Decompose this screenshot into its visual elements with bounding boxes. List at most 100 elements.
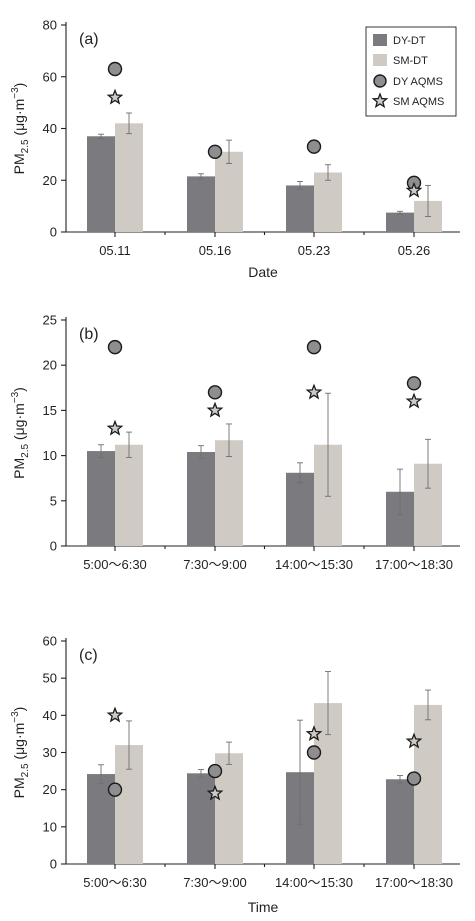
y-axis-title-sup: −3 (10, 711, 21, 723)
point-dy-aqms (107, 782, 123, 797)
point-dy-aqms (107, 61, 123, 77)
legend-label: DY AQMS (393, 76, 443, 88)
point-sm-aqms (405, 181, 423, 198)
y-axis-title-sub: 2.5 (20, 763, 31, 777)
point-sm-aqms (405, 732, 423, 749)
y-axis-title-main: PM (11, 153, 27, 174)
y-axis-title-unit: (μg·m (11, 99, 27, 140)
y-tick-label: 60 (43, 69, 57, 84)
bar-dy-dt (87, 136, 115, 232)
legend-label: SM-DT (393, 55, 428, 67)
y-axis-title-sup: −3 (10, 87, 21, 99)
panel-c: 0 10 20 30 40 50 60 (c) PM2.5 (μg·m−3) 5:00～6:30 7… (10, 634, 460, 915)
x-tick-label: 7:30～9:00 (183, 557, 247, 572)
bar-dy-dt (286, 472, 314, 546)
y-axis-title-main: PM (11, 458, 27, 479)
bar-dy-dt (386, 212, 414, 232)
y-tick-label: 5 (50, 493, 57, 508)
x-tick-label: 05.11 (99, 243, 131, 258)
point-dy-aqms (107, 339, 123, 355)
y-tick-label: 25 (43, 313, 57, 328)
legend-swatch-sm-dt (373, 54, 387, 66)
x-tick-label: 5:00～6:30 (83, 875, 147, 890)
legend-marker-sm-aqms (371, 92, 389, 109)
bar-sm-dt (115, 123, 143, 232)
x-tick-label: 17:00～18:30 (375, 875, 453, 890)
bar-sm-dt (115, 444, 143, 546)
point-sm-aqms (305, 725, 323, 742)
y-tick-label: 30 (43, 745, 57, 760)
bar-sm-dt (414, 704, 442, 864)
bar-dy-dt (187, 773, 215, 864)
y-tick-label: 20 (43, 358, 57, 373)
y-axis-title: PM2.5 (μg·m−3) (10, 387, 31, 479)
legend-label: SM AQMS (393, 96, 444, 108)
y-axis-title-unit: (μg·m (11, 403, 27, 444)
y-axis-title-main: PM (11, 777, 27, 798)
point-sm-aqms (106, 88, 124, 105)
panel-a: 0 20 40 60 80 (a) PM2.5 (μg·m−3) 05.11 05.16 05.2… (10, 18, 460, 280)
x-tick-label: 05.16 (199, 243, 232, 258)
point-dy-aqms (306, 339, 322, 355)
y-axis-title-sup: −3 (10, 391, 21, 403)
y-tick-label: 20 (43, 173, 57, 188)
y-tick-label: 0 (50, 857, 57, 872)
y-tick-label: 10 (43, 819, 57, 834)
point-dy-aqms (207, 144, 223, 159)
point-dy-aqms (306, 139, 322, 154)
point-sm-aqms (305, 383, 323, 400)
point-dy-aqms (306, 745, 322, 760)
bar-dy-dt (286, 185, 314, 232)
x-tick-label: 17:00～18:30 (375, 557, 453, 572)
y-tick-label: 0 (50, 225, 57, 240)
y-axis-title-close: ) (11, 707, 27, 712)
bar-sm-dt (314, 172, 342, 232)
x-tick-label: 14:00～15:30 (275, 557, 353, 572)
panel-label: (b) (79, 326, 99, 343)
point-dy-aqms (207, 763, 223, 779)
x-tick-label: 05.26 (398, 243, 431, 258)
y-axis-title-close: ) (11, 83, 27, 88)
legend-marker-dy-aqms (373, 74, 387, 88)
y-tick-label: 15 (43, 403, 57, 418)
y-tick-label: 60 (43, 634, 57, 649)
x-tick-label: 14:00～15:30 (275, 875, 353, 890)
point-sm-aqms (106, 706, 124, 723)
legend: DY-DT SM-DT DY AQMS SM AQMS (365, 26, 457, 117)
point-sm-aqms (106, 419, 124, 436)
point-dy-aqms (406, 376, 422, 391)
legend-swatch-dy-dt (373, 34, 387, 46)
panel-label: (c) (79, 647, 98, 664)
point-sm-aqms (206, 784, 224, 801)
bar-dy-dt (187, 451, 215, 546)
y-axis-title-unit: (μg·m (11, 723, 27, 764)
x-tick-label: 5:00～6:30 (83, 557, 147, 572)
x-axis-title: Time (248, 899, 279, 915)
panel-label: (a) (79, 31, 99, 48)
y-axis-title-sub: 2.5 (20, 139, 31, 153)
point-dy-aqms (406, 771, 422, 786)
y-axis-title: PM2.5 (μg·m−3) (10, 707, 31, 799)
y-tick-label: 20 (43, 782, 57, 797)
y-axis-title-sub: 2.5 (20, 444, 31, 458)
legend-label: DY-DT (393, 35, 426, 47)
bar-dy-dt (187, 176, 215, 232)
y-tick-label: 10 (43, 448, 57, 463)
y-tick-label: 50 (43, 671, 57, 686)
y-tick-label: 80 (43, 18, 57, 33)
x-tick-label: 7:30～9:00 (183, 875, 247, 890)
y-tick-label: 0 (50, 539, 57, 554)
point-dy-aqms (207, 385, 223, 400)
y-tick-label: 40 (43, 121, 57, 136)
bar-sm-dt (215, 151, 243, 232)
panel-b: 0 5 10 15 20 25 (b) PM2.5 (μg·m−3) 5:00～6:30 7:30… (10, 313, 460, 572)
point-sm-aqms (206, 401, 224, 418)
y-axis-title: PM2.5 (μg·m−3) (10, 83, 31, 175)
bar-dy-dt (386, 779, 414, 864)
bar-dy-dt (87, 451, 115, 546)
x-axis-title: Date (248, 264, 278, 280)
bar-sm-dt (215, 440, 243, 546)
y-axis-title-close: ) (11, 387, 27, 392)
y-tick-label: 40 (43, 708, 57, 723)
